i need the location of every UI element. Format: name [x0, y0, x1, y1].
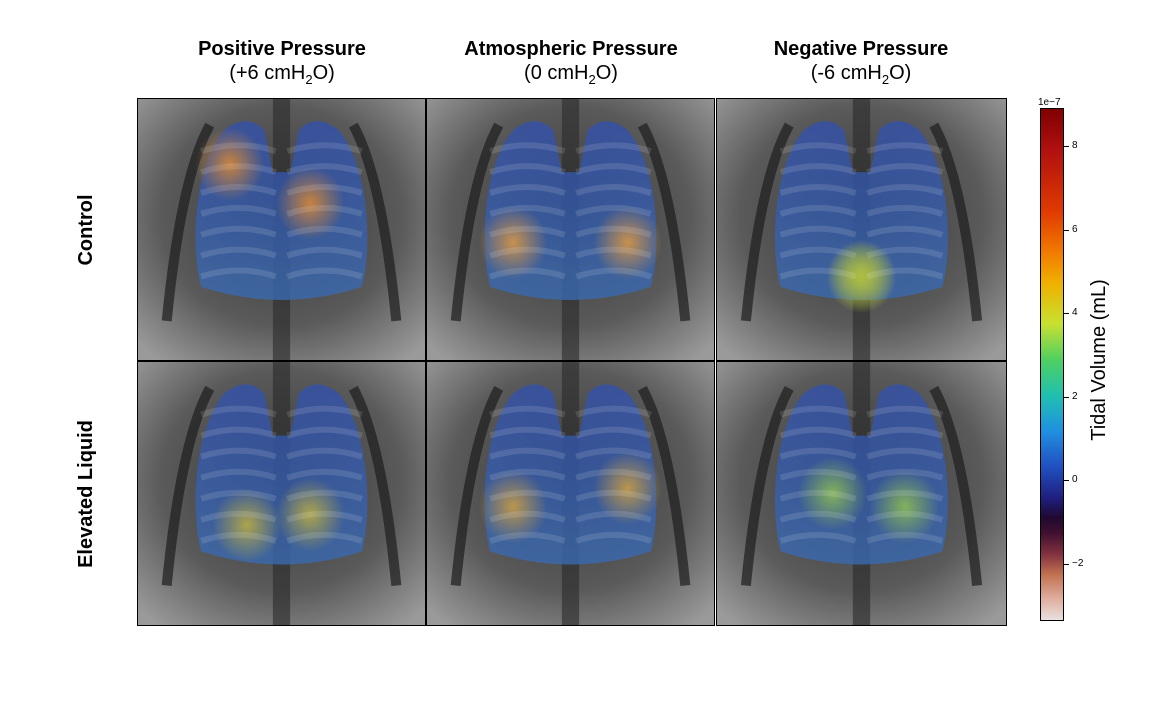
row-label-control: Control — [75, 194, 97, 266]
column-title-text: Atmospheric Pressure — [464, 38, 678, 60]
colorbar-tick-label: 0 — [1072, 474, 1078, 485]
colorbar-tick — [1064, 480, 1069, 481]
column-title-text: Negative Pressure — [773, 38, 949, 60]
xray-image — [138, 362, 425, 625]
xray-panel-control-negative — [716, 98, 1007, 361]
colorbar-title: Tidal Volume (mL) — [1088, 279, 1110, 441]
column-subtitle: (0 cmH2O) — [524, 62, 618, 87]
column-title-atmospheric: Atmospheric Pressure (0 cmH2O) — [426, 37, 716, 88]
colorbar-tick-label: 6 — [1072, 224, 1078, 235]
column-title-positive: Positive Pressure (+6 cmH2O) — [137, 37, 427, 88]
xray-panel-elevated-negative — [716, 361, 1007, 626]
xray-image — [427, 362, 714, 625]
colorbar-tick — [1064, 313, 1069, 314]
colorbar-tick-label: 2 — [1072, 391, 1078, 402]
column-title-negative: Negative Pressure (-6 cmH2O) — [716, 37, 1006, 88]
colorbar — [1040, 108, 1064, 621]
colorbar-tick — [1064, 397, 1069, 398]
xray-panel-control-positive — [137, 98, 426, 361]
xray-image — [138, 99, 425, 360]
colorbar-tick — [1064, 146, 1069, 147]
xray-panel-elevated-positive — [137, 361, 426, 626]
colorbar-exponent: 1e−7 — [1038, 97, 1061, 108]
colorbar-tick-label: 4 — [1072, 307, 1078, 318]
column-subtitle: (+6 cmH2O) — [229, 62, 335, 87]
xray-image — [717, 99, 1006, 360]
xray-image — [717, 362, 1006, 625]
colorbar-tick-label: −2 — [1072, 558, 1084, 569]
xray-panel-control-atmospheric — [426, 98, 715, 361]
column-title-text: Positive Pressure — [198, 38, 366, 60]
column-subtitle: (-6 cmH2O) — [810, 62, 912, 87]
xray-panel-elevated-atmospheric — [426, 361, 715, 626]
row-label-elevated-liquid: Elevated Liquid — [75, 420, 97, 568]
xray-image — [427, 99, 714, 360]
colorbar-tick — [1064, 230, 1069, 231]
colorbar-tick — [1064, 564, 1069, 565]
colorbar-tick-label: 8 — [1072, 140, 1078, 151]
